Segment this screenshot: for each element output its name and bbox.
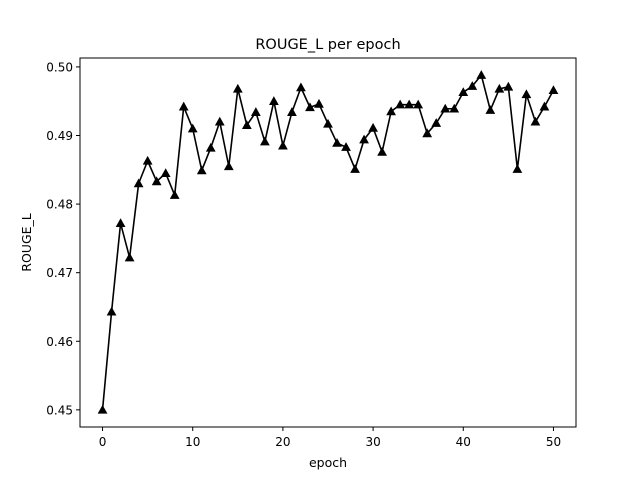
data-point-marker (431, 118, 442, 127)
data-point-marker (332, 138, 342, 147)
y-tick-label: 0.45 (46, 403, 73, 417)
data-point-marker (106, 306, 117, 316)
data-point-marker (223, 161, 234, 171)
data-point-marker (539, 101, 550, 111)
data-point-marker (232, 83, 243, 93)
data-point-marker (377, 146, 387, 156)
x-tick-label: 40 (456, 435, 471, 449)
data-point-marker (350, 164, 360, 173)
x-tick-label: 0 (99, 435, 107, 449)
x-tick-label: 30 (365, 435, 380, 449)
data-point-marker (341, 142, 351, 151)
data-point-marker (530, 116, 541, 126)
y-axis-label: ROUGE_L (19, 213, 34, 272)
x-tick-label: 50 (546, 435, 561, 449)
data-point-marker (548, 85, 559, 94)
data-point-marker (187, 123, 198, 133)
data-point-marker (151, 176, 162, 186)
data-point-marker (142, 155, 153, 165)
y-axis-ticks: 0.45 0.46 0.47 0.48 0.49 0.50 (46, 60, 80, 417)
data-point-marker (386, 106, 397, 116)
data-point-marker (287, 107, 297, 116)
y-tick-label: 0.47 (46, 266, 73, 280)
data-point-marker (269, 96, 279, 105)
data-point-marker (133, 178, 144, 188)
data-point-marker (259, 136, 270, 146)
data-point-marker (485, 105, 496, 114)
x-axis-label: epoch (309, 455, 347, 470)
data-point-marker (413, 99, 424, 109)
data-point-marker (314, 98, 324, 108)
y-tick-label: 0.48 (46, 198, 73, 212)
x-axis-ticks: 0 10 20 30 40 50 (99, 427, 561, 449)
data-point-marker (214, 116, 225, 126)
data-point-marker (503, 81, 514, 91)
y-tick-label: 0.49 (46, 129, 73, 143)
data-point-marker (521, 89, 532, 99)
data-point-marker (359, 134, 369, 144)
data-point-marker (250, 107, 261, 116)
data-point-marker (97, 404, 108, 414)
data-point-marker (278, 140, 288, 150)
data-point-marker (449, 103, 460, 113)
data-point-marker (169, 190, 180, 199)
x-tick-label: 20 (275, 435, 290, 449)
data-point-marker (467, 81, 478, 90)
data-point-marker (512, 164, 523, 173)
data-point-marker (476, 70, 487, 79)
data-point-marker (404, 99, 415, 109)
x-tick-label: 10 (185, 435, 200, 449)
data-point-marker (160, 168, 171, 177)
data-point-marker (422, 128, 433, 138)
chart-title: ROUGE_L per epoch (255, 37, 400, 53)
data-point-marker (178, 101, 189, 111)
data-point-marker (115, 218, 126, 228)
plot-area (97, 70, 559, 414)
data-point-marker (440, 103, 451, 113)
data-point-marker (296, 82, 306, 92)
y-tick-label: 0.50 (46, 60, 73, 74)
data-point-marker (241, 120, 252, 129)
data-point-marker (124, 252, 135, 262)
data-point-marker (196, 165, 207, 175)
data-point-marker (458, 87, 469, 97)
data-point-marker (494, 83, 505, 93)
data-point-marker (323, 118, 333, 128)
y-tick-label: 0.46 (46, 335, 73, 349)
data-point-marker (368, 122, 378, 132)
data-point-marker (305, 102, 315, 112)
data-point-marker (205, 142, 216, 152)
data-point-marker (395, 99, 406, 109)
axes-frame (79, 57, 577, 428)
